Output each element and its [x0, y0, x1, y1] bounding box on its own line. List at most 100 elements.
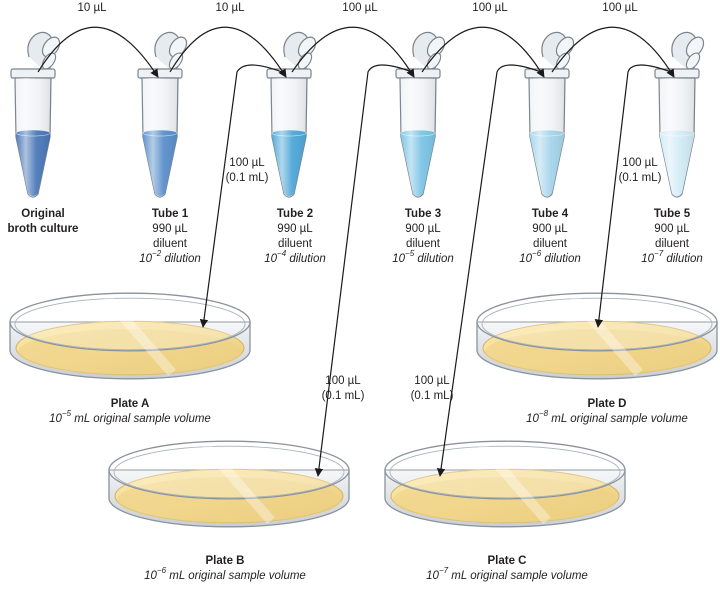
plate-label-d: Plate D 10−8 mL original sample volume	[482, 397, 720, 427]
dish-glare	[569, 293, 643, 377]
tube-name: Tube 1	[151, 208, 189, 220]
agar-shadow	[117, 477, 341, 523]
tube-volume: 990 µL	[277, 223, 313, 235]
tube-shine	[400, 78, 436, 197]
plate-arrow-a	[199, 64, 283, 328]
plate-volume: 10−7 mL original sample volume	[426, 566, 588, 582]
transfer-arrow-4	[421, 26, 545, 78]
tube-1	[137, 31, 188, 198]
plate-label-b: Plate B 10−6 mL original sample volume	[100, 554, 350, 584]
tube-lid-inner	[297, 52, 313, 70]
tube-5	[654, 31, 705, 198]
transfer-arrow-3	[291, 26, 415, 78]
tube-name: Tube 5	[653, 208, 691, 220]
tube-lid	[168, 36, 188, 58]
plate-label-a: Plate A 10−5 mL original sample volume	[5, 397, 255, 427]
tube-dilution: 10−2 dilution	[139, 249, 201, 265]
dish-rim	[384, 440, 626, 500]
tube-lid	[685, 36, 705, 58]
tube-label-original: Original broth culture	[0, 207, 98, 237]
plate-c	[384, 440, 626, 528]
tube-volume: 900 µL	[654, 223, 690, 235]
plate-transfer-label-c: 100 µL (0.1 mL)	[410, 375, 454, 402]
transfer-arrow-1	[37, 26, 159, 78]
tube-lid	[555, 36, 575, 58]
plate-transfer-label-d: 100 µL (0.1 mL)	[618, 157, 662, 184]
plate-volume: 10−8 mL original sample volume	[526, 409, 688, 425]
tube-2	[266, 31, 317, 198]
plate-name: Plate C	[487, 555, 527, 567]
dish-rim-inner	[113, 445, 345, 499]
tube-rim	[137, 68, 183, 79]
plate-volume: 10−5 mL original sample volume	[49, 409, 211, 425]
tube-shine	[529, 78, 565, 197]
tube-lid-inner	[685, 52, 701, 70]
tube-name: Tube 2	[276, 208, 314, 220]
tube-diluent: diluent	[406, 238, 440, 250]
agar-shadow	[393, 477, 617, 523]
tube-name: Tube 3	[404, 208, 442, 220]
plate-d	[476, 292, 718, 380]
tube-lid-inner	[555, 52, 571, 70]
dish-rim	[108, 440, 350, 500]
tube-label-1: Tube 1 990 µL diluent 10−2 dilution	[115, 207, 225, 267]
dish-glare	[477, 441, 551, 525]
tube-label-5: Tube 5 900 µL diluent 10−7 dilution	[617, 207, 720, 267]
plate-b	[108, 440, 350, 528]
plate-name: Plate B	[205, 555, 245, 567]
transfer-arrow-2	[169, 26, 287, 78]
tube-label-3: Tube 3 900 µL diluent 10−5 dilution	[368, 207, 478, 267]
tube-shine	[15, 78, 51, 197]
transfer-label-5: 100 µL	[602, 2, 638, 14]
plate-arrow-c	[436, 64, 542, 477]
plate-a	[9, 292, 251, 380]
agar-shadow	[18, 329, 242, 375]
tube-label-4: Tube 4 900 µL diluent 10−6 dilution	[495, 207, 605, 267]
tube-volume: 900 µL	[532, 223, 568, 235]
tube-dilution: 10−7 dilution	[641, 249, 703, 265]
tube-diluent: diluent	[153, 238, 187, 250]
plate-transfer-label-a: 100 µL (0.1 mL)	[225, 157, 269, 184]
tube-diluent: diluent	[533, 238, 567, 250]
plate-transfer-label-b: 100 µL (0.1 mL)	[321, 375, 365, 402]
plate-label-c: Plate C 10−7 mL original sample volume	[382, 554, 632, 584]
tube-dilution: 10−6 dilution	[519, 249, 581, 265]
tube-lid-inner	[41, 52, 57, 70]
tube-rim	[395, 68, 441, 79]
tube-name: Original	[21, 208, 65, 220]
transfer-label-4: 100 µL	[472, 2, 508, 14]
dish-rim-inner	[481, 297, 713, 351]
tube-lid-inner	[426, 52, 442, 70]
dish-rim-inner	[14, 297, 246, 351]
plate-name: Plate A	[110, 398, 150, 410]
transfer-label-2: 10 µL	[215, 2, 245, 14]
transfer-label-1: 10 µL	[77, 2, 107, 14]
tube-dilution: 10−5 dilution	[392, 249, 454, 265]
tube-shine	[659, 78, 695, 197]
transfer-arrow-5	[551, 26, 675, 78]
plate-volume: 10−6 mL original sample volume	[144, 566, 306, 582]
tube-shine	[271, 78, 307, 197]
plate-name: Plate D	[587, 398, 627, 410]
tube-name: Tube 4	[531, 208, 569, 220]
tube-name-line2: broth culture	[7, 223, 79, 235]
tube-rim	[266, 68, 312, 79]
tube-volume: 900 µL	[405, 223, 441, 235]
tube-lid	[297, 36, 317, 58]
tube-diluent: diluent	[278, 238, 312, 250]
dish-rim	[9, 292, 251, 352]
tube-rim	[10, 68, 56, 79]
tube-volume: 990 µL	[152, 223, 188, 235]
agar-shadow	[485, 329, 709, 375]
dish-glare	[102, 293, 176, 377]
tube-lid	[426, 36, 446, 58]
tube-label-2: Tube 2 990 µL diluent 10−4 dilution	[240, 207, 350, 267]
tube-rim	[654, 68, 700, 79]
tube-original	[10, 31, 61, 198]
tube-shine	[142, 78, 178, 197]
tube-rim	[524, 68, 570, 79]
tube-lid	[41, 36, 61, 58]
dish-glare	[201, 441, 275, 525]
tube-diluent: diluent	[655, 238, 689, 250]
